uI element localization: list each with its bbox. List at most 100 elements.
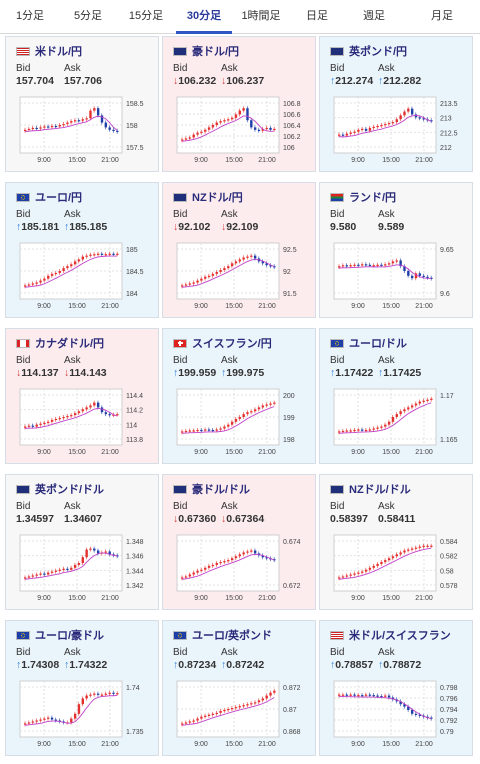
ask-value: ↓92.109 [221,221,258,233]
tab-1分足[interactable]: 1分足 [15,10,45,22]
chart-svg: 92.5 92 91.5 9:00 15:00 21:00 [176,242,297,310]
candle [242,108,245,111]
tab-5分足[interactable]: 5分足 [73,10,103,22]
arrow-down-icon: ↓ [173,221,179,233]
candle [39,423,42,425]
candle [200,131,203,133]
mini-candlestick-chart[interactable]: 158.5 158 157.5 9:00 15:00 21:00 [14,93,154,167]
candle [70,567,73,570]
currency-pair-name[interactable]: 豪ドル/円 [192,46,240,58]
currency-pair-name[interactable]: 英ポンド/ドル [35,484,105,496]
candle [211,125,215,128]
mini-candlestick-chart[interactable]: 0.798 0.796 0.794 0.792 0.79 9:00 15:00 21:00 [328,677,468,751]
currency-pair-name[interactable]: ユーロ/ドル [349,338,408,350]
candle [364,694,368,696]
card-title: ユーロ/英ポンド [173,629,273,642]
currency-card[interactable]: NZドル/円 Bid Ask ↓92.102 ↓92.109 92.5 92 91.5 9:00… [162,182,316,318]
candle [353,264,356,266]
candle [410,709,414,714]
mini-candlestick-chart[interactable]: 0.872 0.87 0.868 9:00 15:00 21:00 [171,677,311,751]
candle [188,721,192,723]
mini-candlestick-chart[interactable]: 114.4 114.2 114 113.8 9:00 15:00 21:00 [14,385,154,459]
candle [349,132,352,134]
candle [349,694,352,696]
tab-1時間足[interactable]: 1時間足 [241,10,281,22]
currency-pair-name[interactable]: ユーロ/円 [35,192,83,204]
mini-candlestick-chart[interactable]: 1.348 1.346 1.344 1.342 9:00 15:00 21:00 [14,531,154,605]
candle [273,402,276,404]
x-tick-label: 15:00 [225,449,243,456]
currency-card[interactable]: カナダドル/円 Bid Ask ↓114.137 ↓114.143 114.4 114.2 1… [5,328,159,464]
candle [391,261,395,264]
mini-candlestick-chart[interactable]: 0.674 0.672 9:00 15:00 21:00 [171,531,311,605]
mini-candlestick-chart[interactable]: 106.8 106.6 106.4 106.2 106 9:00 15:00 21:00 [171,93,311,167]
currency-card[interactable]: ユーロ/ドル Bid Ask ↑1.17422 ↑1.17425 1.17 1.165 9:0… [319,328,473,464]
currency-card[interactable]: 米ドル/スイスフラン Bid Ask ↑0.78857 ↑0.78872 0.798 0.7… [319,620,473,756]
mini-candlestick-chart[interactable]: 9.65 9.6 9:00 15:00 21:00 [328,239,468,313]
currency-card[interactable]: NZドル/ドル Bid Ask 0.58397 0.58411 0.584 0.582 0.5… [319,474,473,610]
currency-pair-name[interactable]: 豪ドル/ドル [192,484,251,496]
gb-us-flag-icon [16,484,30,494]
candle [407,271,410,276]
currency-card[interactable]: 英ポンド/ドル Bid Ask 1.34597 1.34607 1.348 1.346 1.3… [5,474,159,610]
x-tick-label: 15:00 [68,303,86,310]
mini-candlestick-chart[interactable]: 0.584 0.582 0.58 0.578 9:00 15:00 21:00 [328,531,468,605]
tab-30分足[interactable]: 30分足 [176,0,232,34]
mini-candlestick-chart[interactable]: 1.17 1.165 9:00 15:00 21:00 [328,385,468,459]
currency-pair-name[interactable]: 英ポンド/円 [349,46,408,58]
candle [66,568,69,570]
plot-area [333,680,437,738]
tab-月足[interactable]: 月足 [431,10,453,22]
mini-candlestick-chart[interactable]: 213.5 213 212.5 212 9:00 15:00 21:00 [328,93,468,167]
y-tick-label: 0.582 [440,554,458,561]
mini-candlestick-chart[interactable]: 200 199 198 9:00 15:00 21:00 [171,385,311,459]
tab-15分足[interactable]: 15分足 [128,10,164,22]
candle [181,577,184,579]
currency-card[interactable]: ユーロ/円 Bid Ask ↑185.181 ↑185.185 185 184.5 184 9:… [5,182,159,318]
currency-pair-name[interactable]: カナダドル/円 [35,338,105,350]
currency-card[interactable]: ユーロ/英ポンド Bid Ask ↑0.87234 ↑0.87242 0.872 0.87 0… [162,620,316,756]
tab-週足[interactable]: 週足 [363,10,385,22]
candle [234,556,238,559]
mini-candlestick-chart[interactable]: 92.5 92 91.5 9:00 15:00 21:00 [171,239,311,313]
currency-card[interactable]: スイスフラン/円 Bid Ask ↑199.959 ↑199.975 200 199 198 9… [162,328,316,464]
candle [215,429,218,431]
currency-pair-name[interactable]: ユーロ/英ポンド [192,630,273,642]
tab-日足[interactable]: 日足 [306,10,328,22]
ask-value: 157.706 [64,75,102,87]
candle [257,129,261,131]
currency-card[interactable]: ランド/円 Bid Ask 9.580 9.589 9.65 9.6 9:00 15:00 21:… [319,182,473,318]
candle [357,572,360,574]
candle [116,693,119,695]
chart-svg: 1.348 1.346 1.344 1.342 9:00 15:00 21:00 [19,534,144,602]
currency-pair-name[interactable]: 米ドル/円 [35,46,83,58]
candle [368,694,372,696]
candle [200,429,203,432]
currency-card[interactable]: 米ドル/円 Bid Ask 157.704 157.706 158.5 158 157.5 9:… [5,36,159,172]
plot-area [176,388,280,446]
currency-card[interactable]: 豪ドル/円 Bid Ask ↓106.232 ↓106.237 106.8 106.6 106… [162,36,316,172]
mini-candlestick-chart[interactable]: 1.74 1.735 9:00 15:00 21:00 [14,677,154,751]
currency-card[interactable]: 豪ドル/ドル Bid Ask ↓0.67360 ↓0.67364 0.674 0.672 9:… [162,474,316,610]
candle [108,414,111,416]
candle [230,708,234,710]
ask-number: 212.282 [383,75,422,87]
x-tick-label: 21:00 [101,449,119,456]
candle [50,273,54,276]
currency-pair-name[interactable]: ランド/円 [349,192,397,204]
candle [250,550,253,552]
currency-pair-name[interactable]: NZドル/ドル [349,484,411,496]
chart-svg: 0.584 0.582 0.58 0.578 9:00 15:00 21:00 [333,534,458,602]
currency-pair-name[interactable]: ユーロ/豪ドル [35,630,105,642]
y-tick-label: 106.8 [283,101,301,108]
currency-pair-name[interactable]: NZドル/円 [192,192,243,204]
currency-pair-name[interactable]: 米ドル/スイスフラン [349,630,451,642]
mini-candlestick-chart[interactable]: 185 184.5 184 9:00 15:00 21:00 [14,239,154,313]
moving-average-line [24,115,118,133]
candle [387,695,391,698]
currency-card[interactable]: 英ポンド/円 Bid Ask ↑212.274 ↑212.282 213.5 213 212.… [319,36,473,172]
currency-pair-name[interactable]: スイスフラン/円 [192,338,272,350]
candle [403,409,406,412]
currency-card[interactable]: ユーロ/豪ドル Bid Ask ↑1.74308 ↑1.74322 1.74 1.735 9:… [5,620,159,756]
candle [35,720,38,722]
